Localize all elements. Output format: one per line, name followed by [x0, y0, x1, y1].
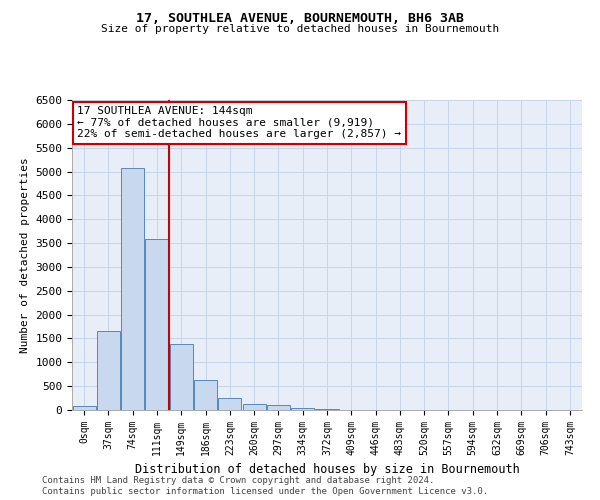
Bar — [291, 408, 314, 410]
Text: 17, SOUTHLEA AVENUE, BOURNEMOUTH, BH6 3AB: 17, SOUTHLEA AVENUE, BOURNEMOUTH, BH6 3A… — [136, 12, 464, 26]
Bar — [170, 344, 193, 410]
Bar — [267, 405, 290, 410]
Bar — [242, 404, 266, 410]
Bar — [194, 380, 217, 410]
Bar — [73, 406, 95, 410]
Bar — [316, 409, 338, 410]
X-axis label: Distribution of detached houses by size in Bournemouth: Distribution of detached houses by size … — [134, 464, 520, 476]
Bar — [218, 398, 241, 410]
Y-axis label: Number of detached properties: Number of detached properties — [20, 157, 30, 353]
Text: Contains public sector information licensed under the Open Government Licence v3: Contains public sector information licen… — [42, 487, 488, 496]
Text: Contains HM Land Registry data © Crown copyright and database right 2024.: Contains HM Land Registry data © Crown c… — [42, 476, 434, 485]
Bar — [145, 240, 169, 410]
Text: Size of property relative to detached houses in Bournemouth: Size of property relative to detached ho… — [101, 24, 499, 34]
Bar — [97, 332, 120, 410]
Text: 17 SOUTHLEA AVENUE: 144sqm
← 77% of detached houses are smaller (9,919)
22% of s: 17 SOUTHLEA AVENUE: 144sqm ← 77% of deta… — [77, 106, 401, 140]
Bar — [121, 168, 144, 410]
